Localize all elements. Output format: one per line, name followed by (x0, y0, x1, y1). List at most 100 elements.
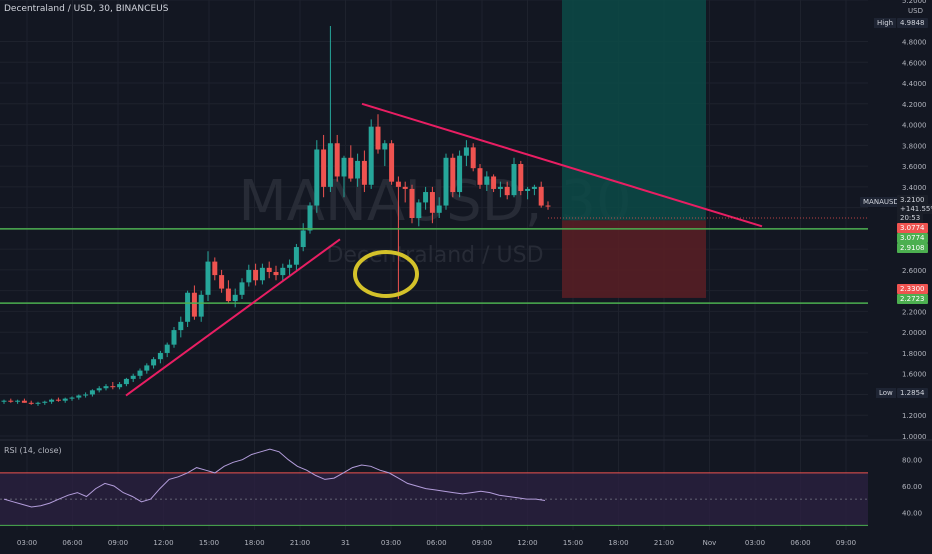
profit-zone[interactable] (562, 0, 706, 221)
time-axis-label: 03:00 (745, 539, 765, 547)
candle-body (232, 294, 238, 302)
candle-body (334, 143, 340, 177)
candle-body (389, 143, 395, 182)
drawings[interactable] (0, 102, 868, 397)
candle-body (341, 157, 347, 177)
candle-body (123, 378, 129, 385)
candle-body (545, 205, 551, 207)
price-axis-label: 4.2000 (902, 101, 927, 109)
entry-price-tag: 3.0774 (897, 233, 928, 243)
position-zones[interactable] (562, 0, 706, 298)
level-b-tag: 2.2723 (897, 294, 928, 304)
candle-body (491, 176, 497, 189)
time-axis-label: 12:00 (517, 539, 537, 547)
grid-lines (0, 0, 868, 530)
time-axis-label: 06:00 (426, 539, 446, 547)
price-axis-label: 1.0000 (902, 433, 927, 441)
candle-body (293, 247, 299, 265)
highlight-circle[interactable] (353, 250, 419, 298)
candle-body (130, 375, 136, 379)
rsi-line (3, 448, 546, 508)
candle-body (280, 267, 286, 276)
currency-label: USD (908, 7, 923, 15)
candle-body (103, 386, 109, 389)
candle-body (300, 230, 306, 248)
candle-body (327, 143, 333, 187)
descending-trendline[interactable] (361, 102, 763, 228)
time-axis[interactable]: 03:00 06:00 09:00 12:00 15:00 18:00 21:00 31 03:… (17, 539, 856, 547)
candle-body (62, 398, 68, 401)
price-axis-label: 1.8000 (902, 350, 927, 358)
candle-body (205, 261, 211, 295)
candle-body (382, 143, 388, 150)
candle-body (477, 168, 483, 185)
rsi-axis-label: 60.00 (902, 483, 922, 491)
price-axis-label: 1.6000 (902, 371, 927, 379)
time-axis-label: 09:00 (108, 539, 128, 547)
rsi-axis-label: 40.00 (902, 509, 922, 517)
time-axis-label: 15:00 (199, 539, 219, 547)
candle-body (83, 394, 89, 396)
price-axis-label: 3.4000 (902, 184, 927, 192)
candle-body (157, 352, 163, 360)
candle-body (225, 288, 231, 302)
rsi-axis-label: 80.00 (902, 457, 922, 465)
candle-body (178, 321, 184, 331)
candle-body (96, 388, 102, 391)
time-axis-label: 06:00 (790, 539, 810, 547)
candle-body (511, 164, 517, 196)
candle-body (137, 370, 143, 376)
time-axis-label: 18:00 (244, 539, 264, 547)
time-axis-label: 03:00 (17, 539, 37, 547)
candle-body (402, 186, 408, 189)
candle-body (463, 147, 469, 156)
candle-body (21, 400, 27, 403)
loss-zone[interactable] (562, 220, 706, 298)
low-value-tag: 1.2854 (897, 388, 928, 398)
price-axis-label: 2.2000 (902, 308, 927, 316)
time-axis-label: 09:00 (472, 539, 492, 547)
price-axis-label: 4.6000 (902, 59, 927, 67)
candle-body (191, 292, 197, 317)
candle-body (42, 401, 48, 403)
candle-body (518, 164, 524, 192)
time-axis-label: 03:00 (381, 539, 401, 547)
candle-body (368, 126, 374, 185)
candle-body (423, 192, 429, 203)
candle-body (151, 359, 157, 366)
candle-body (525, 188, 531, 192)
price-axis-label: 4.8000 (902, 39, 927, 47)
candle-body (8, 400, 14, 402)
candle-body (185, 292, 191, 322)
rsi-title[interactable]: RSI (14, close) (4, 446, 62, 455)
candle-body (355, 160, 361, 179)
candle-body (443, 157, 449, 206)
symbol-title[interactable]: Decentraland / USD, 30, BINANCEUS (4, 4, 169, 14)
candle-body (470, 147, 476, 169)
time-axis-label: 18:00 (608, 539, 628, 547)
candle-body (1, 400, 7, 402)
price-axis-label: 2.0000 (902, 329, 927, 337)
candle-body (253, 269, 259, 281)
price-axis[interactable]: 5.2000 4.8000 4.6000 4.4000 4.2000 4.0000 3.80… (868, 0, 932, 530)
high-value-tag: 4.9848 (897, 18, 928, 28)
rsi-pane[interactable]: 80.00 60.00 40.00 (0, 439, 932, 526)
candle-body (531, 186, 537, 189)
candle-body (49, 399, 55, 402)
candle-body (259, 267, 265, 281)
candle-body (538, 186, 544, 206)
candle-body (28, 402, 34, 404)
high-label: High (874, 18, 897, 28)
candle-body (164, 344, 170, 353)
candle-body (69, 397, 75, 399)
ascending-trendline[interactable] (125, 238, 341, 397)
candle-body (504, 186, 510, 196)
candle-body (219, 275, 225, 289)
time-axis-label: 31 (341, 539, 350, 547)
candle-body (348, 157, 354, 179)
candle-body (497, 186, 503, 189)
countdown-tag: 20:53 (897, 213, 924, 223)
candle-body (416, 202, 422, 218)
